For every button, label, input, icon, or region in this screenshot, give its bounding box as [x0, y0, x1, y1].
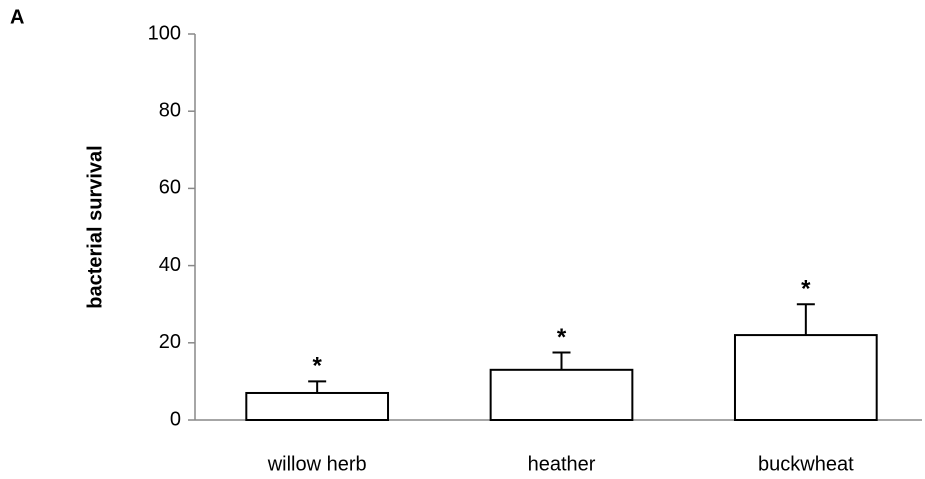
y-tick-label: 40	[159, 254, 181, 276]
annotation: *	[557, 324, 567, 351]
bar	[733, 334, 878, 421]
y-tick-label: 20	[159, 331, 181, 353]
x-tick-label: heather	[528, 453, 596, 475]
annotation: *	[312, 353, 322, 380]
y-tick-label: 100	[148, 22, 181, 44]
panel-label: A	[10, 6, 24, 28]
y-tick-label: 80	[159, 99, 181, 121]
bar	[489, 368, 634, 422]
annotation: *	[801, 276, 811, 303]
x-tick-label: buckwheat	[758, 453, 854, 475]
y-axis-label: bacterial survival	[84, 145, 106, 308]
x-tick-label: willow herb	[267, 453, 367, 475]
bar	[245, 391, 390, 422]
y-tick-label: 60	[159, 177, 181, 199]
y-tick-label: 0	[170, 408, 181, 430]
